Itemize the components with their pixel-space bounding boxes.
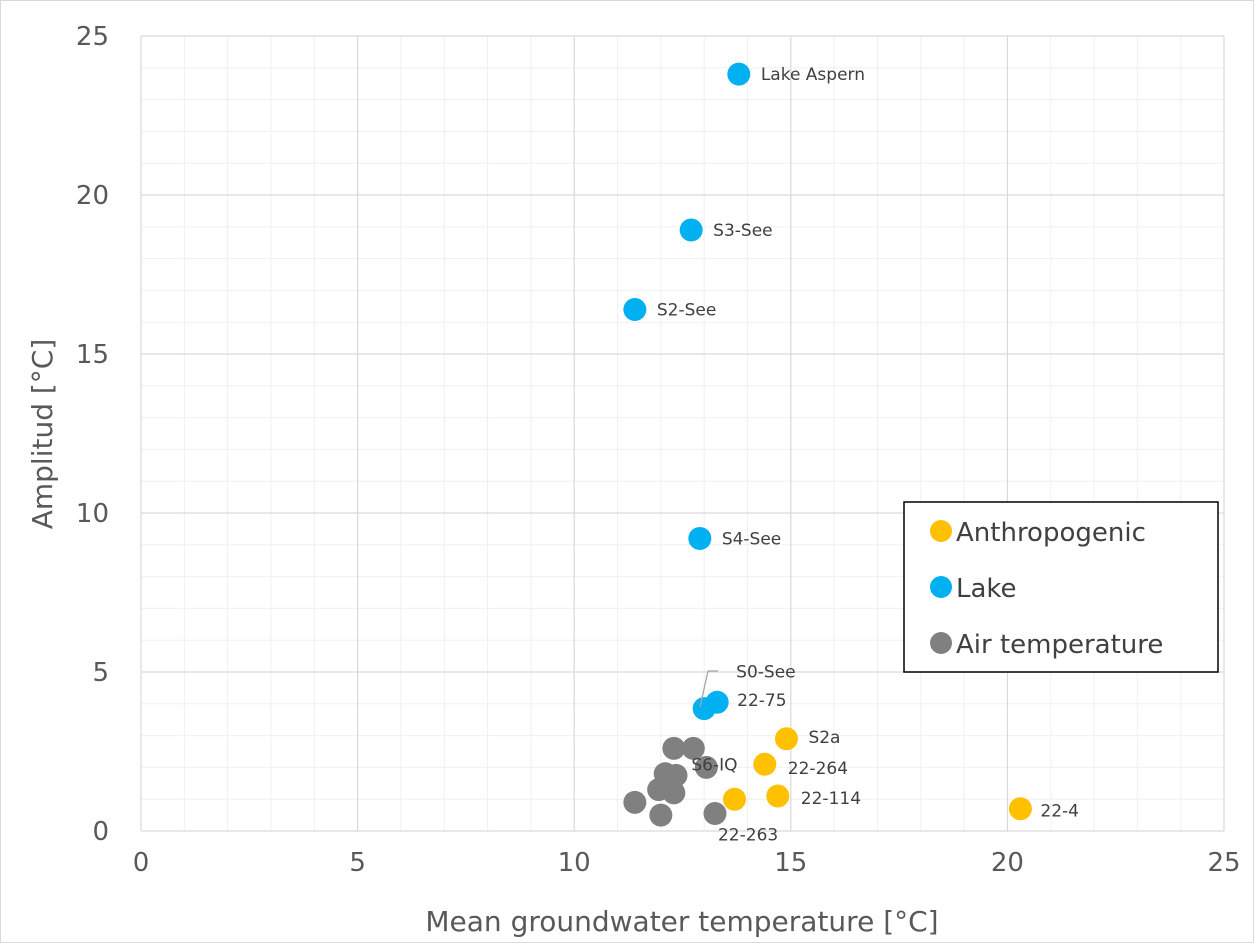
y-tick-label: 15 — [76, 340, 109, 370]
point-anthropogenic — [774, 727, 798, 751]
data-label: S2a — [808, 728, 840, 748]
legend-marker — [930, 520, 952, 542]
point-air-temperature — [694, 755, 718, 779]
point-air-temperature — [664, 763, 688, 787]
point-air-temperature — [662, 736, 686, 760]
point-lake — [727, 62, 751, 86]
point-anthropogenic — [753, 752, 777, 776]
x-tick-label: 20 — [991, 848, 1024, 878]
legend-label: Air temperature — [956, 630, 1163, 660]
point-lake — [705, 690, 729, 714]
point-air-temperature — [623, 790, 647, 814]
x-tick-label: 10 — [558, 848, 591, 878]
legend-label: Anthropogenic — [956, 518, 1146, 548]
s0-see-leader-line — [699, 670, 718, 708]
data-label: S0-See — [736, 663, 795, 683]
x-axis-ticks: 0 5 10 15 20 25 — [133, 848, 1241, 878]
y-axis-ticks: 0 5 10 15 20 25 — [76, 22, 109, 847]
y-tick-label: 20 — [76, 181, 109, 211]
point-lake — [688, 526, 712, 550]
y-tick-label: 0 — [92, 817, 109, 847]
data-label: S6-IQ — [691, 755, 737, 775]
x-tick-label: 5 — [349, 848, 366, 878]
data-label: S2-See — [657, 300, 716, 320]
point-lake — [623, 297, 647, 321]
legend: Anthropogenic Lake Air temperature — [903, 501, 1219, 673]
legend-label: Lake — [956, 574, 1017, 604]
y-tick-label: 5 — [92, 658, 109, 688]
data-label: 22-4 — [1040, 802, 1079, 822]
x-tick-label: 25 — [1207, 848, 1240, 878]
point-air-temperature — [649, 803, 673, 827]
data-label: 22-114 — [801, 789, 861, 809]
point-anthropogenic — [766, 784, 790, 808]
data-label: S3-See — [713, 221, 772, 241]
data-label: 22-264 — [788, 759, 848, 779]
data-label: 22-263 — [718, 826, 778, 846]
point-air-temperature — [703, 802, 727, 826]
y-axis-title: Amplitud [°C] — [26, 339, 59, 530]
point-anthropogenic — [1008, 797, 1032, 821]
point-air-temperature — [662, 781, 686, 805]
x-tick-label: 15 — [774, 848, 807, 878]
y-tick-label: 25 — [76, 22, 109, 52]
point-lake — [679, 218, 703, 242]
data-label: S4-See — [722, 529, 781, 549]
x-axis-title: Mean groundwater temperature [°C] — [425, 905, 938, 938]
data-label: Lake Aspern — [761, 65, 865, 85]
legend-marker — [930, 632, 952, 654]
legend-marker — [930, 576, 952, 598]
point-air-temperature — [681, 736, 705, 760]
data-labels: S2a 22-264 22-114 22-4 Lake Aspern S3-See S2-S… — [657, 65, 1079, 845]
data-points — [623, 62, 1032, 827]
minor-gridlines — [141, 36, 1224, 831]
legend-box — [903, 501, 1219, 673]
data-label: 22-75 — [737, 691, 786, 711]
point-anthropogenic — [722, 787, 746, 811]
y-tick-label: 10 — [76, 499, 109, 529]
x-tick-label: 0 — [133, 848, 150, 878]
